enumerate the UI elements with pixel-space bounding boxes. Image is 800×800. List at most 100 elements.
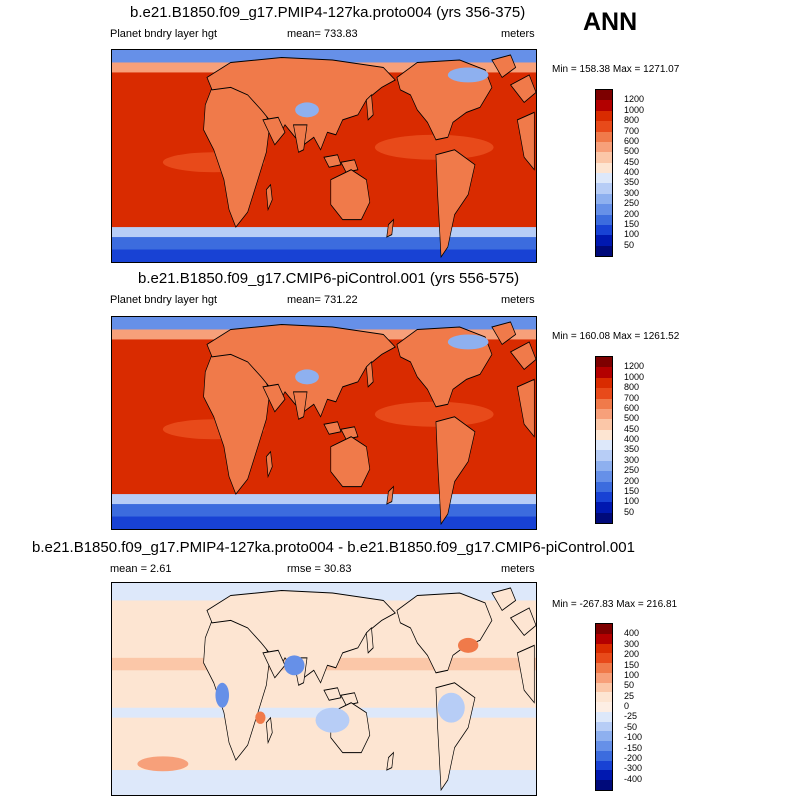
- colorbar-label: 50: [624, 239, 635, 250]
- colorbar-swatch: [596, 429, 612, 440]
- panel-2-mean: mean= 731.22: [287, 294, 358, 306]
- colorbar-label: 1200: [624, 94, 645, 105]
- colorbar-label: -200: [624, 752, 643, 763]
- colorbar-swatch: [596, 204, 612, 215]
- colorbar-label: 200: [624, 649, 640, 660]
- colorbar-label: 400: [624, 628, 640, 639]
- colorbar-label: 800: [624, 115, 640, 126]
- colorbar-swatch: [596, 357, 612, 368]
- colorbar-swatch: [596, 193, 612, 205]
- panel-2-colorbar: [595, 356, 613, 524]
- colorbar-swatch: [596, 672, 612, 683]
- colorbar-label: 700: [624, 125, 640, 136]
- colorbar-swatch: [596, 750, 612, 761]
- colorbar-label: -400: [624, 773, 643, 784]
- panel-1-map: [111, 49, 537, 263]
- panel-2-minmax: Min = 160.08 Max = 1261.52: [552, 331, 680, 342]
- colorbar-label: 150: [624, 218, 640, 229]
- colorbar-label: 150: [624, 659, 640, 670]
- colorbar-label: 100: [624, 229, 640, 240]
- panel-3-rmse: rmse = 30.83: [287, 563, 352, 575]
- panel-1-map-svg: [112, 50, 537, 262]
- colorbar-label: 350: [624, 177, 640, 188]
- colorbar-label: 350: [624, 444, 640, 455]
- colorbar-swatch: [596, 90, 612, 101]
- panel-2-variable: Planet bndry layer hgt: [110, 294, 218, 306]
- panel-1-units: meters: [501, 28, 535, 40]
- colorbar-label: 1200: [624, 361, 645, 372]
- colorbar-label: 250: [624, 198, 640, 209]
- colorbar-label: 0: [624, 701, 630, 711]
- colorbar-swatch: [596, 224, 612, 236]
- panel-2-map: [111, 316, 537, 530]
- colorbar-swatch: [596, 692, 612, 702]
- panel-3-minmax: Min = -267.83 Max = 216.81: [552, 599, 678, 610]
- colorbar-swatch: [596, 214, 612, 225]
- panel-1-colorbar: [595, 89, 613, 257]
- panel-1-minmax: Min = 158.38 Max = 1271.07: [552, 64, 680, 75]
- colorbar-label: 200: [624, 475, 640, 486]
- colorbar-swatch: [596, 711, 612, 722]
- panel-3-colorbar: [595, 623, 613, 791]
- colorbar-label: 250: [624, 465, 640, 476]
- colorbar-label: 800: [624, 382, 640, 393]
- colorbar-label: 450: [624, 156, 640, 167]
- colorbar-label: 100: [624, 669, 640, 680]
- colorbar-swatch: [596, 770, 612, 780]
- colorbar-label: 150: [624, 485, 640, 496]
- colorbar-swatch: [596, 624, 612, 634]
- colorbar-label: 300: [624, 638, 640, 649]
- colorbar-label: -25: [624, 711, 638, 722]
- colorbar-swatch: [596, 131, 612, 142]
- colorbar-swatch: [596, 388, 612, 399]
- colorbar-swatch: [596, 100, 612, 111]
- colorbar-label: 600: [624, 402, 640, 413]
- colorbar-swatch: [596, 110, 612, 122]
- colorbar-swatch: [596, 173, 612, 184]
- colorbar-swatch: [596, 702, 612, 712]
- colorbar-swatch: [596, 491, 612, 503]
- colorbar-swatch: [596, 367, 612, 378]
- colorbar-label: 500: [624, 146, 640, 157]
- panel-2-title: b.e21.B1850.f09_g17.CMIP6-piControl.001 …: [138, 270, 520, 287]
- colorbar-swatch: [596, 741, 612, 751]
- panel-3-map: [111, 582, 537, 796]
- season-label: ANN: [583, 8, 638, 36]
- panel-2-map-svg: [112, 317, 537, 529]
- colorbar-label: -100: [624, 732, 643, 743]
- colorbar-swatch: [596, 633, 612, 644]
- colorbar-label: 25: [624, 690, 635, 701]
- colorbar-swatch: [596, 121, 612, 132]
- colorbar-label: 100: [624, 496, 640, 507]
- colorbar-label: 400: [624, 167, 640, 177]
- colorbar-label: 400: [624, 434, 640, 444]
- colorbar-swatch: [596, 481, 612, 492]
- colorbar-label: -50: [624, 721, 638, 732]
- colorbar-swatch: [596, 502, 612, 513]
- colorbar-swatch: [596, 471, 612, 482]
- panel-3-mean: mean = 2.61: [110, 563, 172, 575]
- colorbar-swatch: [596, 245, 612, 256]
- colorbar-swatch: [596, 235, 612, 246]
- colorbar-swatch: [596, 141, 612, 153]
- colorbar-swatch: [596, 377, 612, 389]
- colorbar-label: 500: [624, 413, 640, 424]
- colorbar-label: 1000: [624, 371, 645, 382]
- panel-3-map-svg: [112, 583, 537, 795]
- colorbar-swatch: [596, 460, 612, 472]
- colorbar-swatch: [596, 643, 612, 654]
- panel-1-mean: mean= 733.83: [287, 28, 358, 40]
- colorbar-swatch: [596, 663, 612, 673]
- colorbar-label: 200: [624, 208, 640, 219]
- colorbar-swatch: [596, 682, 612, 693]
- panel-3-title: b.e21.B1850.f09_g17.PMIP4-127ka.proto004…: [32, 539, 635, 556]
- colorbar-swatch: [596, 408, 612, 420]
- panel-2-units: meters: [501, 294, 535, 306]
- colorbar-label: 1000: [624, 104, 645, 115]
- colorbar-swatch: [596, 450, 612, 461]
- colorbar-label: 300: [624, 454, 640, 465]
- colorbar-label: 600: [624, 135, 640, 146]
- colorbar-swatch: [596, 512, 612, 523]
- colorbar-swatch: [596, 760, 612, 771]
- colorbar-swatch: [596, 780, 612, 790]
